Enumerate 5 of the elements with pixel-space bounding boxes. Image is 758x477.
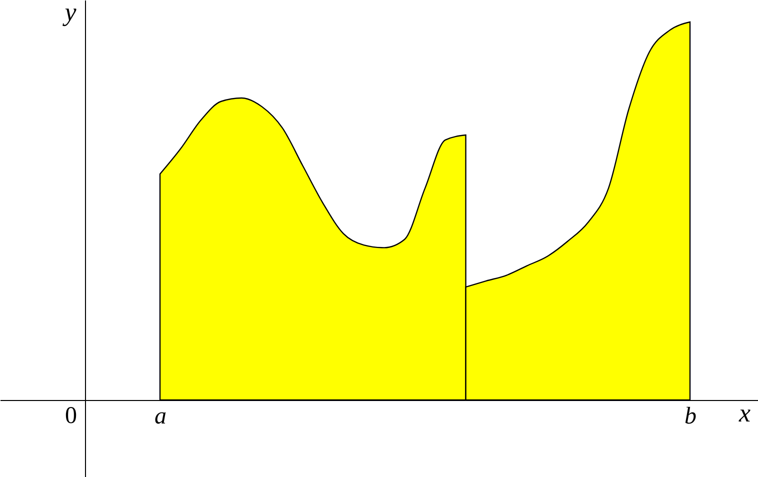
text: 0 bbox=[65, 403, 77, 429]
y-axis-title: y bbox=[62, 0, 77, 26]
x-axis-title: x bbox=[738, 398, 751, 428]
x-tick-label: a bbox=[154, 404, 166, 430]
x-tick-label: b bbox=[684, 404, 696, 430]
